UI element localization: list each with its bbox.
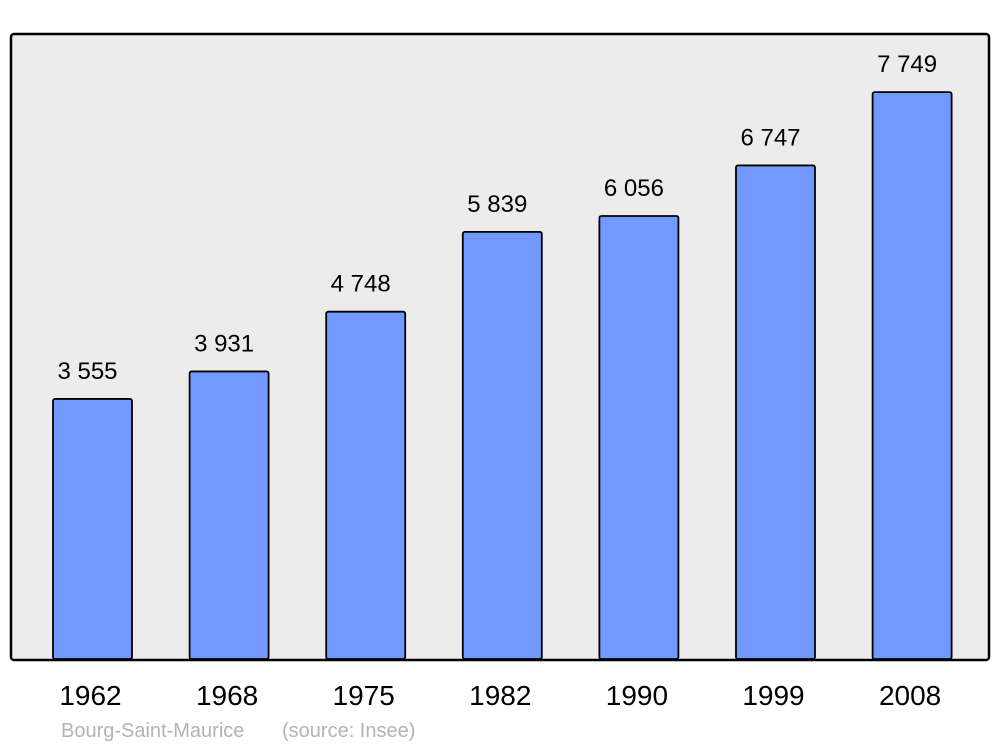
value-label: 6 056	[604, 175, 664, 202]
x-tick-label: 1982	[469, 680, 531, 711]
value-label: 3 555	[57, 358, 117, 385]
x-tick-label: 1968	[196, 680, 258, 711]
bar-1999	[735, 164, 816, 660]
value-label: 3 931	[194, 330, 254, 357]
bar-1962	[52, 398, 133, 660]
bar-1968	[188, 370, 270, 660]
bar-1982	[461, 230, 543, 660]
bar-1990	[598, 215, 680, 660]
bar-1975	[325, 310, 407, 660]
value-label: 5 839	[467, 191, 527, 218]
x-tick-label: 1999	[742, 680, 804, 711]
value-label: 6 747	[740, 124, 800, 151]
value-label: 4 748	[331, 271, 391, 298]
x-tick-label: 1962	[59, 680, 121, 711]
x-tick-label: 1975	[333, 680, 395, 711]
bar-2008	[871, 91, 953, 660]
footer-place: Bourg-Saint-Maurice	[61, 720, 244, 742]
value-label: 7 749	[877, 51, 937, 78]
x-tick-label: 1990	[606, 680, 668, 711]
footer-source: (source: Insee)	[282, 720, 415, 742]
x-tick-label: 2008	[879, 680, 941, 711]
